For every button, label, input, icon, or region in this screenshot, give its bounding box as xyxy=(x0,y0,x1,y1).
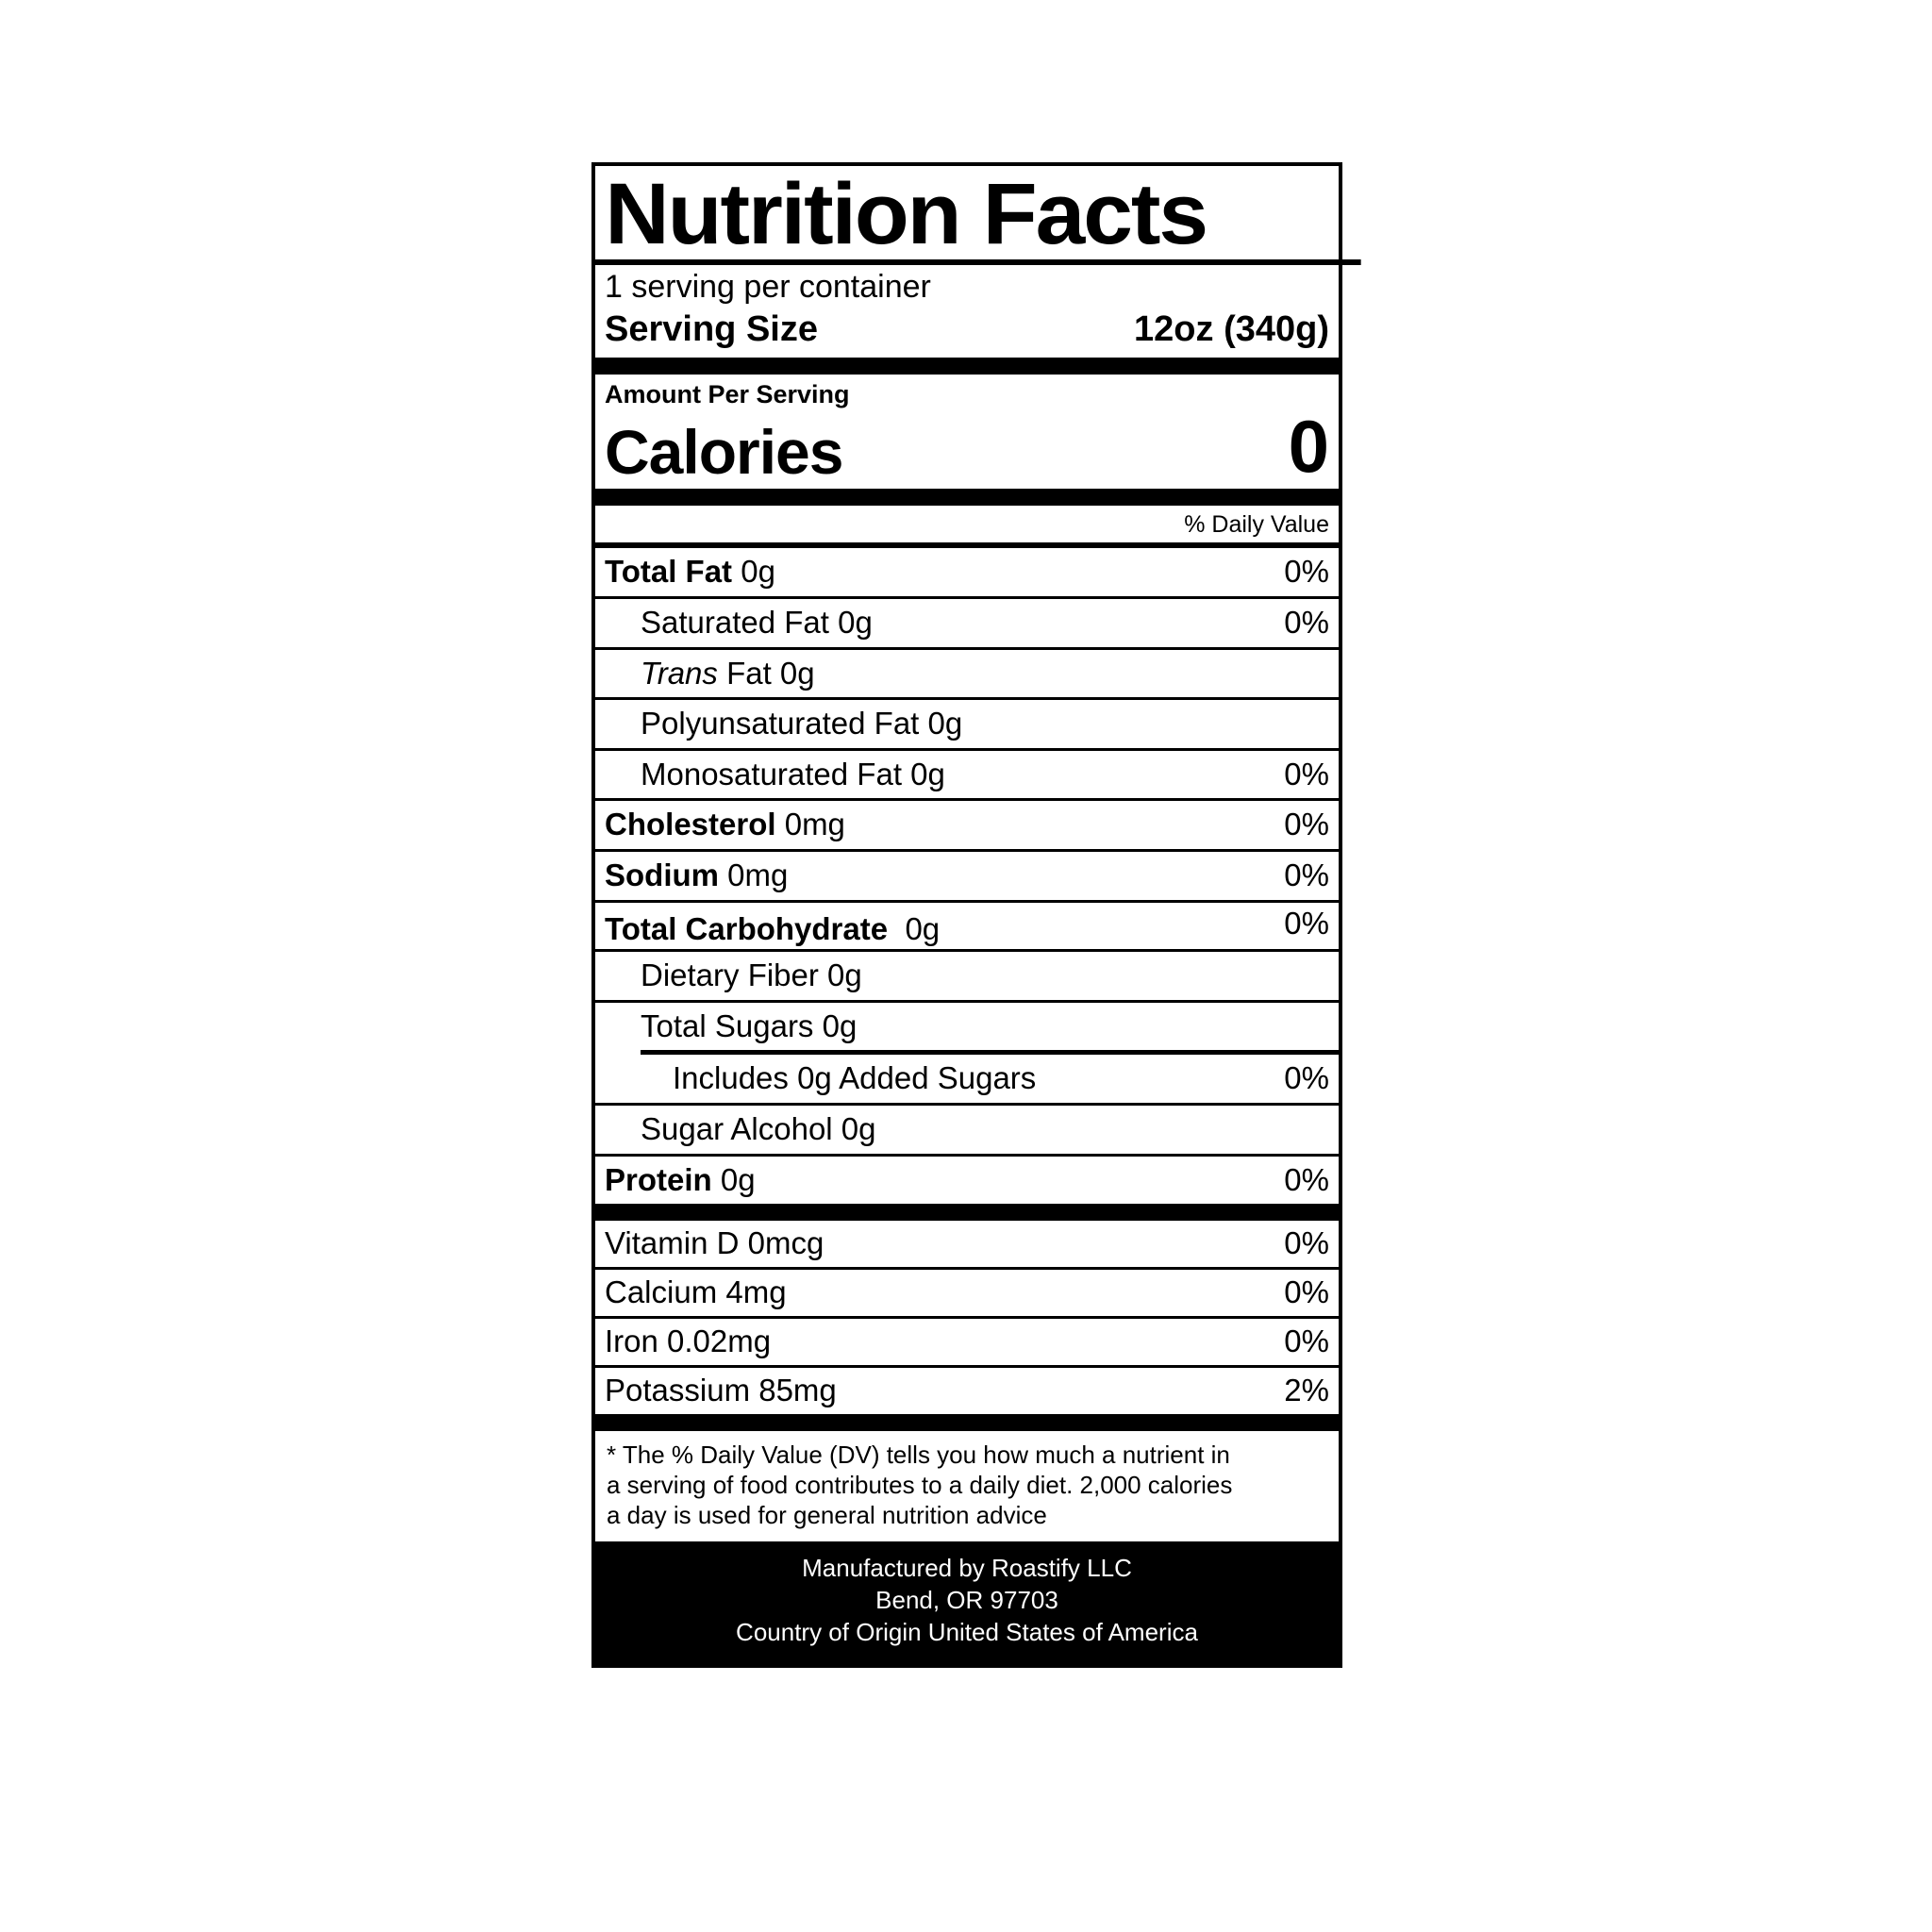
nutrition-facts-label: Nutrition Facts 1 serving per container … xyxy=(591,162,1361,1668)
row-added-sugars: Includes 0g Added Sugars 0% xyxy=(595,1055,1339,1107)
row-vitamin-d-pct: 0% xyxy=(1284,1225,1329,1261)
divider-thick-top xyxy=(595,358,1339,375)
row-calcium-name: Calcium 4mg xyxy=(605,1274,787,1310)
footnote-line-3: a day is used for general nutrition advi… xyxy=(607,1500,1047,1529)
row-total-fat-name: Total Fat 0g xyxy=(605,554,775,590)
row-trans-fat-name: Trans Fat 0g xyxy=(641,655,815,691)
row-protein-pct: 0% xyxy=(1284,1161,1329,1197)
row-sugar-alcohol: Sugar Alcohol 0g xyxy=(595,1106,1339,1157)
amount-per-serving-label: Amount Per Serving xyxy=(605,380,850,409)
row-total-sugars-name: Total Sugars 0g xyxy=(641,1008,858,1043)
row-vitamin-d-name: Vitamin D 0mcg xyxy=(605,1225,824,1261)
serving-size-row: Serving Size 12oz (340g) xyxy=(595,308,1339,358)
calories-row: Calories 0 xyxy=(595,409,1339,489)
row-polyunsaturated-fat-name: Polyunsaturated Fat 0g xyxy=(641,706,963,741)
country-of-origin: Country of Origin United States of Ameri… xyxy=(736,1617,1198,1646)
row-total-sugars: Total Sugars 0g xyxy=(595,1003,1339,1051)
daily-value-header: % Daily Value xyxy=(595,506,1339,549)
manufacturer-name: Manufactured by Roastify LLC xyxy=(802,1554,1132,1583)
manufacturer-block: Manufactured by Roastify LLC Bend, OR 97… xyxy=(595,1541,1339,1664)
row-total-carbohydrate-name: Total Carbohydrate 0g xyxy=(605,910,941,946)
row-dietary-fiber: Dietary Fiber 0g xyxy=(595,952,1339,1003)
footnote-line-2: a serving of food contributes to a daily… xyxy=(607,1470,1233,1499)
row-vitamin-d: Vitamin D 0mcg 0% xyxy=(595,1221,1339,1271)
row-iron-pct: 0% xyxy=(1284,1324,1329,1359)
row-protein: Protein 0g 0% xyxy=(595,1157,1339,1205)
divider-thick-micros xyxy=(595,1204,1339,1222)
label-title: Nutrition Facts xyxy=(595,166,1361,266)
row-potassium-name: Potassium 85mg xyxy=(605,1373,837,1408)
row-added-sugars-pct: 0% xyxy=(1284,1060,1329,1096)
serving-size-value: 12oz (340g) xyxy=(1134,309,1329,350)
row-total-fat: Total Fat 0g 0% xyxy=(595,548,1339,600)
row-monosaturated-fat-name: Monosaturated Fat 0g xyxy=(641,756,945,791)
calories-label: Calories xyxy=(605,417,843,488)
row-sodium-pct: 0% xyxy=(1284,858,1329,893)
row-monosaturated-fat-pct: 0% xyxy=(1284,756,1329,791)
row-calcium-pct: 0% xyxy=(1284,1274,1329,1310)
row-added-sugars-name: Includes 0g Added Sugars xyxy=(673,1060,1037,1096)
row-potassium: Potassium 85mg 2% xyxy=(595,1368,1339,1414)
total-sugars-underline xyxy=(641,1050,1339,1056)
divider-thick-calories xyxy=(595,489,1339,507)
row-saturated-fat-name: Saturated Fat 0g xyxy=(641,605,873,641)
footnote-line-1: * The % Daily Value (DV) tells you how m… xyxy=(607,1441,1230,1470)
row-iron-name: Iron 0.02mg xyxy=(605,1324,772,1359)
row-saturated-fat: Saturated Fat 0g 0% xyxy=(595,599,1339,650)
daily-value-footnote: * The % Daily Value (DV) tells you how m… xyxy=(595,1431,1339,1541)
row-sugar-alcohol-name: Sugar Alcohol 0g xyxy=(641,1111,876,1147)
row-potassium-pct: 2% xyxy=(1284,1373,1329,1408)
row-trans-fat: Trans Fat 0g xyxy=(595,650,1339,701)
servings-per-container: 1 serving per container xyxy=(605,269,931,306)
row-protein-name: Protein 0g xyxy=(605,1161,756,1197)
row-total-fat-pct: 0% xyxy=(1284,554,1329,590)
row-sodium-name: Sodium 0mg xyxy=(605,858,789,893)
row-sodium: Sodium 0mg 0% xyxy=(595,852,1339,903)
row-cholesterol: Cholesterol 0mg 0% xyxy=(595,801,1339,853)
divider-thick-footnote xyxy=(595,1414,1339,1432)
row-cholesterol-name: Cholesterol 0mg xyxy=(605,807,845,842)
row-iron: Iron 0.02mg 0% xyxy=(595,1319,1339,1369)
serving-size-label: Serving Size xyxy=(605,309,818,350)
row-dietary-fiber-name: Dietary Fiber 0g xyxy=(641,958,862,993)
row-total-carbohydrate: Total Carbohydrate 0g 0% xyxy=(595,903,1339,953)
row-polyunsaturated-fat: Polyunsaturated Fat 0g xyxy=(595,700,1339,751)
row-calcium: Calcium 4mg 0% xyxy=(595,1270,1339,1320)
row-total-carbohydrate-pct: 0% xyxy=(1284,905,1329,941)
row-saturated-fat-pct: 0% xyxy=(1284,605,1329,641)
row-cholesterol-pct: 0% xyxy=(1284,807,1329,842)
manufacturer-address: Bend, OR 97703 xyxy=(875,1586,1058,1615)
row-monosaturated-fat: Monosaturated Fat 0g 0% xyxy=(595,751,1339,802)
calories-value: 0 xyxy=(1288,405,1329,489)
